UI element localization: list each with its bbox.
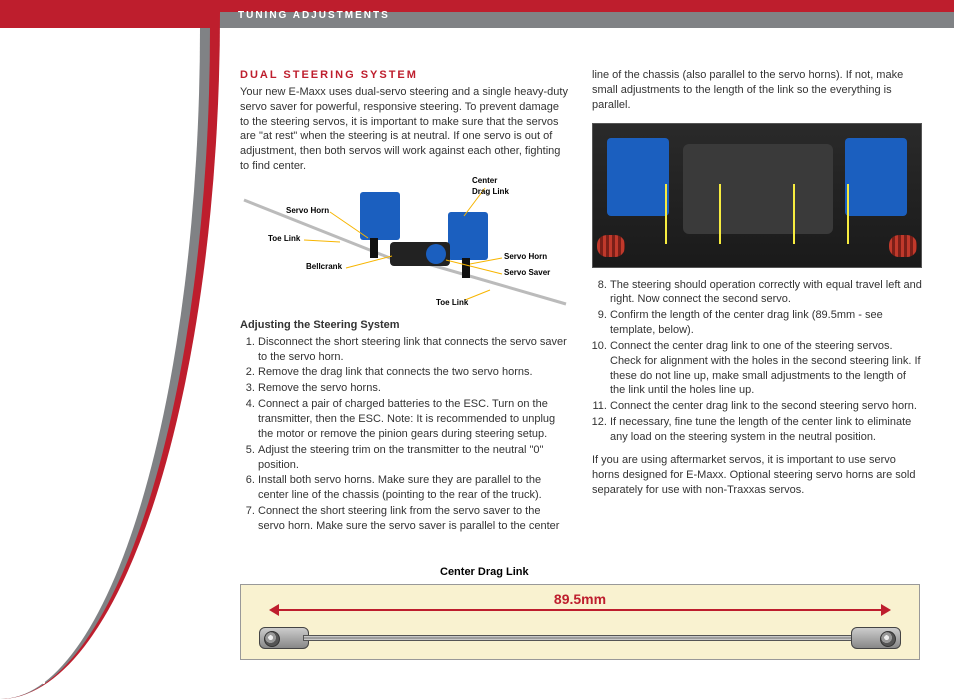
- step-12: If necessary, fine tune the length of th…: [610, 415, 922, 445]
- adjusting-subhead: Adjusting the Steering System: [240, 318, 570, 333]
- step-9: Confirm the length of the center drag li…: [610, 308, 922, 338]
- page-content: DUAL STEERING SYSTEM Your new E-Maxx use…: [0, 28, 954, 699]
- label-servo-saver: Servo Saver: [504, 268, 550, 279]
- rod-eye-left: [264, 631, 280, 647]
- step-2: Remove the drag link that connects the t…: [258, 365, 570, 380]
- photo-spring-right: [889, 235, 917, 257]
- rod-eye-right: [880, 631, 896, 647]
- arrow-right-icon: [881, 604, 891, 616]
- step-3: Remove the servo horns.: [258, 381, 570, 396]
- section-title: DUAL STEERING SYSTEM: [240, 68, 570, 83]
- measurement-line: [275, 609, 885, 611]
- footer-title: E-MAXX BRUSHLESS: [52, 678, 187, 689]
- yellow-line-1: [665, 184, 667, 244]
- steering-diagram: Servo Horn Toe Link Bellcrank Center Dra…: [240, 182, 570, 312]
- drag-link-template: Center Drag Link 89.5mm: [240, 566, 920, 660]
- photo-spring-left: [597, 235, 625, 257]
- page-footer: 24 • E-MAXX BRUSHLESS: [22, 678, 188, 689]
- yellow-line-4: [847, 184, 849, 244]
- rod-end-left: [259, 627, 309, 649]
- label-bellcrank: Bellcrank: [306, 262, 342, 273]
- step-4: Connect a pair of charged batteries to t…: [258, 397, 570, 442]
- photo-plate: [683, 144, 833, 234]
- label-toe-link-1: Toe Link: [268, 234, 300, 245]
- col2-continuation: line of the chassis (also parallel to th…: [592, 68, 922, 113]
- label-servo-horn-1: Servo Horn: [286, 206, 329, 217]
- step-1: Disconnect the short steering link that …: [258, 335, 570, 365]
- rod-end-right: [851, 627, 901, 649]
- drag-link-measurement: 89.5mm: [554, 591, 606, 607]
- section-header: TUNING ADJUSTMENTS: [238, 10, 390, 21]
- step-5: Adjust the steering trim on the transmit…: [258, 443, 570, 473]
- step-7: Connect the short steering link from the…: [258, 504, 570, 534]
- step-6: Install both servo horns. Make sure they…: [258, 473, 570, 503]
- photo-servo-right: [845, 138, 907, 216]
- intro-paragraph: Your new E-Maxx uses dual-servo steering…: [240, 85, 570, 174]
- step-11: Connect the center drag link to the seco…: [610, 399, 922, 414]
- photo-servo-left: [607, 138, 669, 216]
- steps-list-2: The steering should operation correctly …: [592, 278, 922, 445]
- arrow-left-icon: [269, 604, 279, 616]
- label-center-drag-link: Center Drag Link: [472, 176, 509, 198]
- drag-link-rod: [259, 627, 901, 649]
- rod-bar: [303, 635, 857, 641]
- step-10: Connect the center drag link to one of t…: [610, 339, 922, 398]
- step-8: The steering should operation correctly …: [610, 278, 922, 308]
- page-number: 24: [22, 678, 37, 689]
- label-toe-link-2: Toe Link: [436, 298, 468, 309]
- column-left: DUAL STEERING SYSTEM Your new E-Maxx use…: [240, 68, 570, 535]
- chassis-photo: [592, 123, 922, 268]
- yellow-line-3: [793, 184, 795, 244]
- top-red-bar: [0, 0, 954, 12]
- steps-list-1: Disconnect the short steering link that …: [240, 335, 570, 534]
- yellow-line-2: [719, 184, 721, 244]
- drag-link-box: 89.5mm: [240, 584, 920, 660]
- aftermarket-note: If you are using aftermarket servos, it …: [592, 453, 922, 498]
- label-servo-horn-2: Servo Horn: [504, 252, 547, 263]
- column-right: line of the chassis (also parallel to th…: [592, 68, 922, 501]
- drag-link-title: Center Drag Link: [440, 566, 920, 578]
